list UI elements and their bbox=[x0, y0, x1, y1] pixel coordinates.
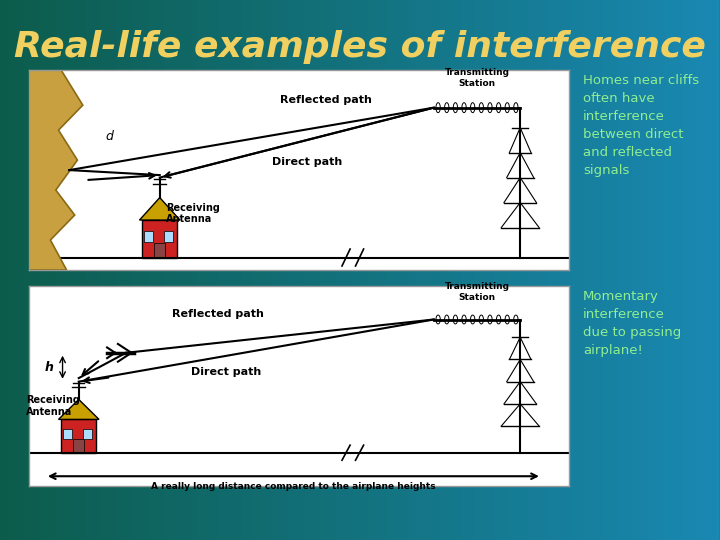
Text: Direct path: Direct path bbox=[191, 367, 261, 377]
Text: A really long distance compared to the airplane heights: A really long distance compared to the a… bbox=[151, 482, 436, 491]
Text: Receiving
Antenna: Receiving Antenna bbox=[26, 395, 80, 416]
Text: d: d bbox=[106, 130, 114, 143]
Text: Receiving
Antenna: Receiving Antenna bbox=[166, 202, 220, 224]
Polygon shape bbox=[58, 400, 99, 420]
Bar bbox=[144, 231, 153, 242]
Text: Real-life examples of interference: Real-life examples of interference bbox=[14, 30, 706, 64]
Polygon shape bbox=[140, 198, 180, 220]
Bar bbox=[155, 242, 165, 258]
Text: Reflected path: Reflected path bbox=[280, 94, 372, 105]
Bar bbox=[143, 220, 177, 258]
Text: h: h bbox=[45, 361, 53, 374]
Polygon shape bbox=[29, 70, 83, 270]
Text: Reflected path: Reflected path bbox=[172, 309, 264, 319]
Bar bbox=[63, 429, 73, 438]
Text: Homes near cliffs
often have
interference
between direct
and reflected
signals: Homes near cliffs often have interferenc… bbox=[583, 74, 699, 177]
Bar bbox=[83, 429, 92, 438]
Text: Transmitting
Station: Transmitting Station bbox=[444, 68, 510, 87]
Text: Momentary
interference
due to passing
airplane!: Momentary interference due to passing ai… bbox=[583, 290, 681, 357]
Bar bbox=[73, 440, 84, 453]
Bar bbox=[61, 420, 96, 453]
Text: Direct path: Direct path bbox=[272, 157, 342, 167]
Text: Transmitting
Station: Transmitting Station bbox=[444, 282, 510, 302]
Bar bbox=[164, 231, 174, 242]
